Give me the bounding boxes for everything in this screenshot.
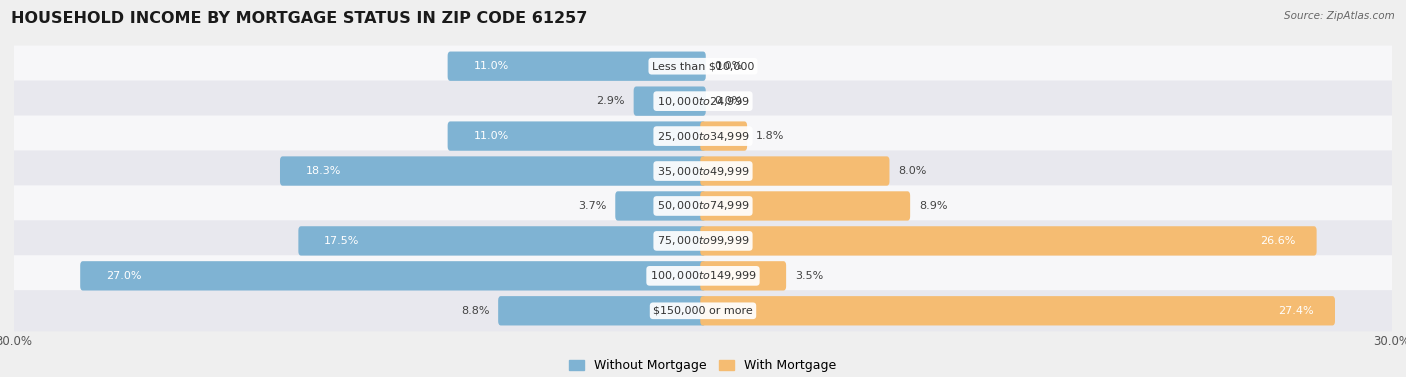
FancyBboxPatch shape: [11, 81, 1395, 122]
Text: 0.0%: 0.0%: [714, 96, 742, 106]
Text: $75,000 to $99,999: $75,000 to $99,999: [657, 234, 749, 247]
Text: $35,000 to $49,999: $35,000 to $49,999: [657, 164, 749, 178]
Text: $50,000 to $74,999: $50,000 to $74,999: [657, 199, 749, 213]
Text: 1.8%: 1.8%: [756, 131, 785, 141]
FancyBboxPatch shape: [498, 296, 706, 325]
Text: Source: ZipAtlas.com: Source: ZipAtlas.com: [1284, 11, 1395, 21]
FancyBboxPatch shape: [700, 296, 1334, 325]
FancyBboxPatch shape: [11, 255, 1395, 296]
FancyBboxPatch shape: [447, 121, 706, 151]
Text: $150,000 or more: $150,000 or more: [654, 306, 752, 316]
Text: Less than $10,000: Less than $10,000: [652, 61, 754, 71]
FancyBboxPatch shape: [634, 86, 706, 116]
Text: 3.7%: 3.7%: [578, 201, 606, 211]
Text: 8.8%: 8.8%: [461, 306, 489, 316]
Text: 27.4%: 27.4%: [1278, 306, 1313, 316]
Text: 0.0%: 0.0%: [714, 61, 742, 71]
Text: 11.0%: 11.0%: [474, 61, 509, 71]
Text: 2.9%: 2.9%: [596, 96, 624, 106]
FancyBboxPatch shape: [280, 156, 706, 186]
Text: $100,000 to $149,999: $100,000 to $149,999: [650, 269, 756, 282]
Text: 26.6%: 26.6%: [1260, 236, 1295, 246]
FancyBboxPatch shape: [11, 115, 1395, 157]
Text: 18.3%: 18.3%: [305, 166, 342, 176]
FancyBboxPatch shape: [616, 191, 706, 221]
Text: 11.0%: 11.0%: [474, 131, 509, 141]
FancyBboxPatch shape: [700, 261, 786, 291]
Legend: Without Mortgage, With Mortgage: Without Mortgage, With Mortgage: [564, 354, 842, 377]
Text: 3.5%: 3.5%: [794, 271, 823, 281]
FancyBboxPatch shape: [11, 150, 1395, 192]
FancyBboxPatch shape: [11, 290, 1395, 331]
Text: HOUSEHOLD INCOME BY MORTGAGE STATUS IN ZIP CODE 61257: HOUSEHOLD INCOME BY MORTGAGE STATUS IN Z…: [11, 11, 588, 26]
Text: 8.9%: 8.9%: [920, 201, 948, 211]
Text: 27.0%: 27.0%: [105, 271, 142, 281]
FancyBboxPatch shape: [298, 226, 706, 256]
FancyBboxPatch shape: [447, 52, 706, 81]
FancyBboxPatch shape: [11, 220, 1395, 262]
Text: 8.0%: 8.0%: [898, 166, 927, 176]
FancyBboxPatch shape: [700, 226, 1316, 256]
FancyBboxPatch shape: [700, 156, 890, 186]
FancyBboxPatch shape: [700, 191, 910, 221]
FancyBboxPatch shape: [700, 121, 747, 151]
Text: $25,000 to $34,999: $25,000 to $34,999: [657, 130, 749, 143]
Text: $10,000 to $24,999: $10,000 to $24,999: [657, 95, 749, 108]
FancyBboxPatch shape: [80, 261, 706, 291]
FancyBboxPatch shape: [11, 46, 1395, 87]
FancyBboxPatch shape: [11, 185, 1395, 227]
Text: 17.5%: 17.5%: [323, 236, 360, 246]
